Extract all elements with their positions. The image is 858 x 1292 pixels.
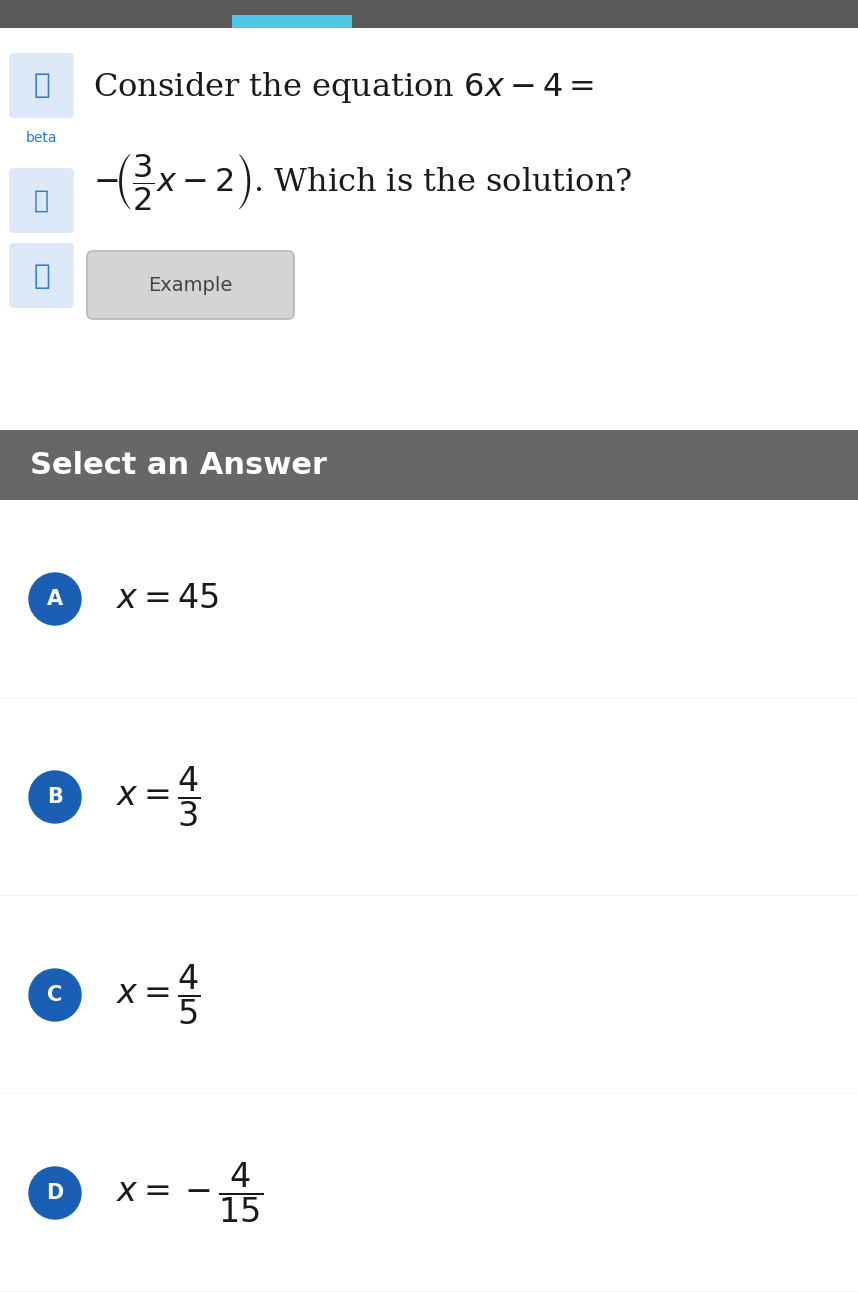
Circle shape xyxy=(29,1167,81,1218)
Circle shape xyxy=(29,572,81,625)
Circle shape xyxy=(29,969,81,1021)
Text: 🔈: 🔈 xyxy=(33,71,50,99)
Text: $x = \dfrac{4}{3}$: $x = \dfrac{4}{3}$ xyxy=(116,765,201,829)
Text: beta: beta xyxy=(26,130,57,145)
Circle shape xyxy=(29,771,81,823)
FancyBboxPatch shape xyxy=(9,53,74,118)
Text: Select an Answer: Select an Answer xyxy=(30,451,327,479)
Text: Example: Example xyxy=(148,275,233,295)
FancyBboxPatch shape xyxy=(9,243,74,307)
Text: $x = -\dfrac{4}{15}$: $x = -\dfrac{4}{15}$ xyxy=(116,1160,263,1225)
Text: $x = 45$: $x = 45$ xyxy=(116,583,219,615)
FancyBboxPatch shape xyxy=(232,16,352,28)
Text: ❗: ❗ xyxy=(33,261,50,289)
FancyBboxPatch shape xyxy=(9,168,74,233)
FancyBboxPatch shape xyxy=(0,0,858,28)
Text: Consider the equation $6x-4 =$: Consider the equation $6x-4 =$ xyxy=(93,70,595,105)
Text: 🖩: 🖩 xyxy=(34,189,49,212)
Text: $-\!\left(\dfrac{3}{2}x-2\right)$. Which is the solution?: $-\!\left(\dfrac{3}{2}x-2\right)$. Which… xyxy=(93,152,632,212)
Text: $x = \dfrac{4}{5}$: $x = \dfrac{4}{5}$ xyxy=(116,963,201,1027)
Text: B: B xyxy=(47,787,63,808)
Text: C: C xyxy=(47,985,63,1005)
FancyBboxPatch shape xyxy=(0,430,858,500)
Text: D: D xyxy=(46,1183,63,1203)
Text: A: A xyxy=(47,589,63,609)
FancyBboxPatch shape xyxy=(87,251,294,319)
